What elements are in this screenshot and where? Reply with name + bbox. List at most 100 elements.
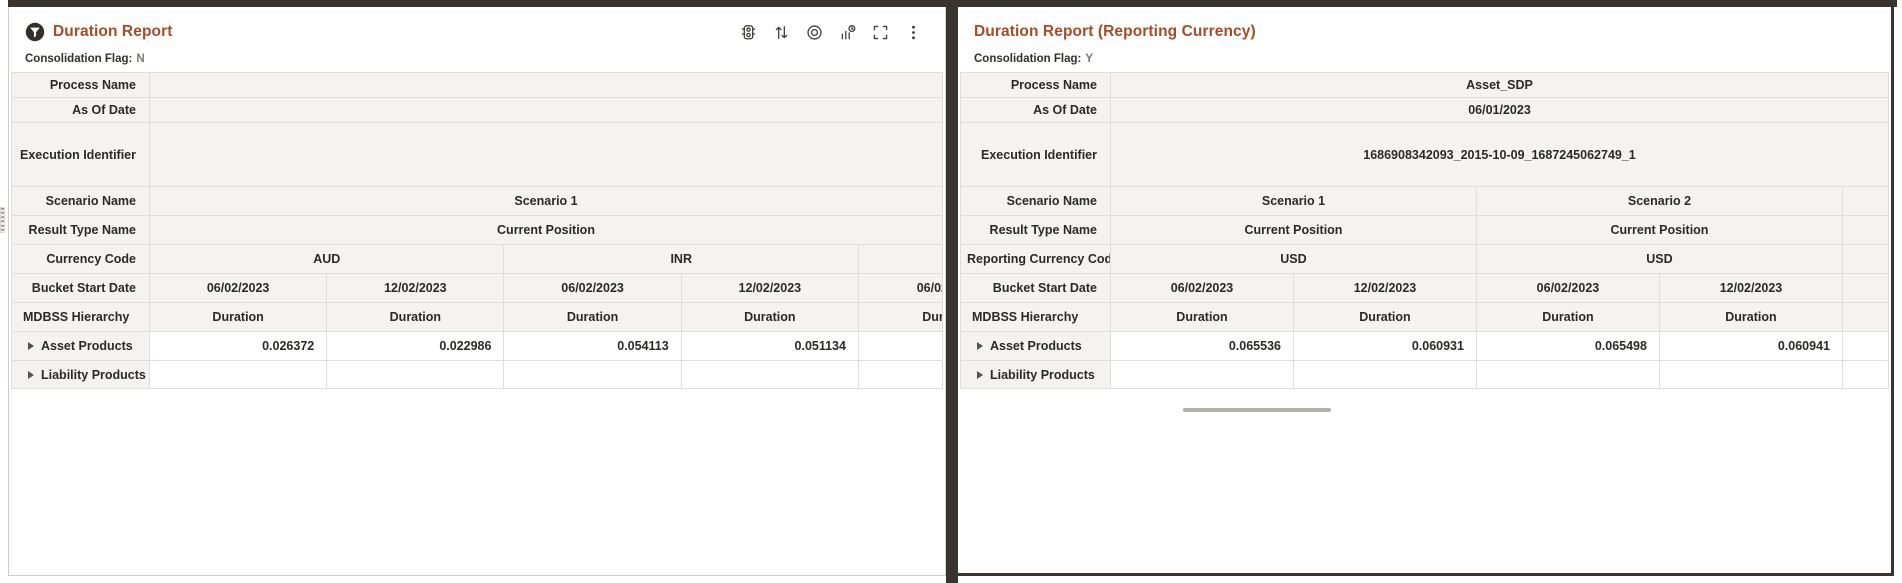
duration-report-reporting-currency-panel: Duration Report (Reporting Currency) Con… bbox=[958, 7, 1894, 576]
currency-group: AUD bbox=[148, 244, 505, 274]
currency-group: USD bbox=[1110, 244, 1477, 274]
result-type-group: Current Position bbox=[1475, 215, 1843, 245]
consolidation-flag-label: Consolidation Flag: bbox=[25, 53, 133, 65]
panel-divider-bar[interactable] bbox=[946, 0, 958, 583]
mdbss-hierarchy-row: MDBSS Hierarchy Duration Duration Durati… bbox=[11, 302, 944, 332]
measure-header: Duration bbox=[326, 302, 505, 332]
asset-products-row: Asset Products 0.026372 0.022986 0.05411… bbox=[11, 331, 944, 361]
status-traffic-icon[interactable] bbox=[739, 23, 758, 42]
bucket-start-date-row: Bucket Start Date 06/02/2023 12/02/2023 … bbox=[11, 273, 944, 303]
scenario-value: Scenario 1 bbox=[149, 186, 943, 216]
target-icon[interactable] bbox=[805, 23, 824, 42]
liability-value bbox=[326, 360, 505, 389]
as-of-date-row: As Of Date 06/01/2023 bbox=[960, 97, 1889, 123]
row-label-bucket: Bucket Start Date bbox=[960, 273, 1111, 303]
duration-report-panel: Duration Report bbox=[8, 7, 946, 576]
liability-value bbox=[148, 360, 328, 389]
liability-value bbox=[1658, 360, 1843, 389]
bucket-date: 06/02/2023 bbox=[148, 273, 328, 303]
bucket-date-partial: 06/02/2023 bbox=[857, 273, 944, 303]
expand-right-icon[interactable] bbox=[28, 342, 34, 350]
measure-header: Duration bbox=[1475, 302, 1660, 332]
measure-header: Duration bbox=[1292, 302, 1477, 332]
liability-products-expander[interactable]: Liability Products bbox=[11, 360, 150, 389]
asset-value: 0.060941 bbox=[1658, 331, 1843, 361]
liability-products-expander[interactable]: Liability Products bbox=[960, 360, 1111, 389]
scenario-name-row: Scenario Name Scenario 1 Scenario 2 bbox=[960, 186, 1890, 216]
row-label-currency: Reporting Currency Code bbox=[960, 244, 1111, 274]
kebab-menu-icon[interactable] bbox=[904, 23, 923, 42]
consolidation-flag-value: N bbox=[136, 53, 145, 65]
asset-value-partial bbox=[1841, 331, 1890, 361]
asset-products-row: Asset Products 0.065536 0.060931 0.06549… bbox=[960, 331, 1890, 361]
scenario-name-row: Scenario Name Scenario 1 bbox=[11, 186, 943, 216]
panel-header: Duration Report (Reporting Currency) bbox=[958, 7, 1891, 47]
result-type-group-partial bbox=[1841, 215, 1890, 245]
bucket-date: 12/02/2023 bbox=[680, 273, 859, 303]
filter-funnel-icon[interactable] bbox=[25, 22, 45, 42]
mdbss-hierarchy-row: MDBSS Hierarchy Duration Duration Durati… bbox=[960, 302, 1890, 332]
row-label-mdbss: MDBSS Hierarchy bbox=[11, 302, 150, 332]
expand-right-icon[interactable] bbox=[28, 370, 34, 379]
as-of-date-value: 06/01/2023 bbox=[1110, 97, 1889, 123]
row-label-asof: As Of Date bbox=[960, 97, 1111, 123]
asset-products-expander[interactable]: Asset Products bbox=[960, 331, 1111, 361]
bucket-date: 06/02/2023 bbox=[1475, 273, 1660, 303]
liability-value-partial bbox=[1841, 360, 1890, 389]
resize-handle[interactable] bbox=[0, 207, 5, 233]
bucket-date: 06/02/2023 bbox=[503, 273, 682, 303]
asset-products-expander[interactable]: Asset Products bbox=[11, 331, 150, 361]
liability-value bbox=[1475, 360, 1660, 389]
bucket-start-date-row: Bucket Start Date 06/02/2023 12/02/2023 … bbox=[960, 273, 1890, 303]
consolidation-flag-label: Consolidation Flag: bbox=[974, 53, 1082, 65]
result-type-row: Result Type Name Current Position bbox=[11, 215, 943, 245]
bucket-date: 06/02/2023 bbox=[1110, 273, 1294, 303]
execution-identifier-row: Execution Identifier bbox=[11, 122, 943, 187]
panel-title: Duration Report (Reporting Currency) bbox=[974, 23, 1256, 40]
row-label-scenario: Scenario Name bbox=[11, 186, 150, 216]
measure-header: Duration bbox=[1658, 302, 1843, 332]
bucket-date-partial: 06/02/2023 bbox=[1841, 273, 1890, 303]
bar-chart-clock-icon[interactable] bbox=[838, 23, 857, 42]
bucket-date: 12/02/2023 bbox=[1658, 273, 1843, 303]
result-type-group: Current Position bbox=[1110, 215, 1477, 245]
liability-value bbox=[503, 360, 682, 389]
sort-arrows-icon[interactable] bbox=[772, 23, 791, 42]
bucket-date: 12/02/2023 bbox=[1292, 273, 1477, 303]
liability-value bbox=[680, 360, 859, 389]
duration-reporting-currency-table: Process Name Asset_SDP As Of Date 06/01/… bbox=[960, 72, 1890, 389]
as-of-date-value bbox=[149, 97, 943, 123]
row-label-process: Process Name bbox=[960, 72, 1111, 98]
currency-group: INR bbox=[503, 244, 859, 274]
duration-table: Process Name As Of Date Execution Identi… bbox=[11, 72, 944, 389]
scenario-group: Scenario 2 bbox=[1475, 186, 1843, 216]
row-label-exec: Execution Identifier bbox=[11, 122, 150, 187]
as-of-date-row: As Of Date bbox=[11, 97, 943, 123]
row-label-currency: Currency Code bbox=[11, 244, 150, 274]
row-label-process: Process Name bbox=[11, 72, 150, 98]
asset-value: 0.051134 bbox=[680, 331, 859, 361]
expand-right-icon[interactable] bbox=[977, 370, 983, 379]
process-name-row: Process Name bbox=[11, 72, 943, 98]
measure-header: Duration bbox=[148, 302, 328, 332]
measure-header: Duration bbox=[503, 302, 682, 332]
consolidation-flag: Consolidation Flag: N bbox=[9, 47, 945, 72]
row-label-asof: As Of Date bbox=[11, 97, 150, 123]
measure-header: Duration bbox=[680, 302, 859, 332]
panel-title: Duration Report bbox=[53, 23, 173, 40]
liability-products-row: Liability Products bbox=[960, 360, 1890, 389]
measure-header: Duration bbox=[1110, 302, 1294, 332]
horizontal-scrollbar-thumb[interactable] bbox=[1183, 408, 1331, 412]
asset-value: 0.026372 bbox=[148, 331, 328, 361]
currency-group: USD bbox=[1475, 244, 1843, 274]
liability-value bbox=[1110, 360, 1294, 389]
currency-code-row: Currency Code AUD INR bbox=[11, 244, 944, 274]
execution-identifier-value: 1686908342093_2015-10-09_1687245062749_1 bbox=[1110, 122, 1889, 187]
row-label-exec: Execution Identifier bbox=[960, 122, 1111, 187]
maximize-icon[interactable] bbox=[871, 23, 890, 42]
expand-right-icon[interactable] bbox=[977, 342, 983, 350]
panel-toolbar bbox=[739, 23, 927, 42]
liability-products-row: Liability Products bbox=[11, 360, 944, 389]
asset-value-partial bbox=[857, 331, 944, 361]
